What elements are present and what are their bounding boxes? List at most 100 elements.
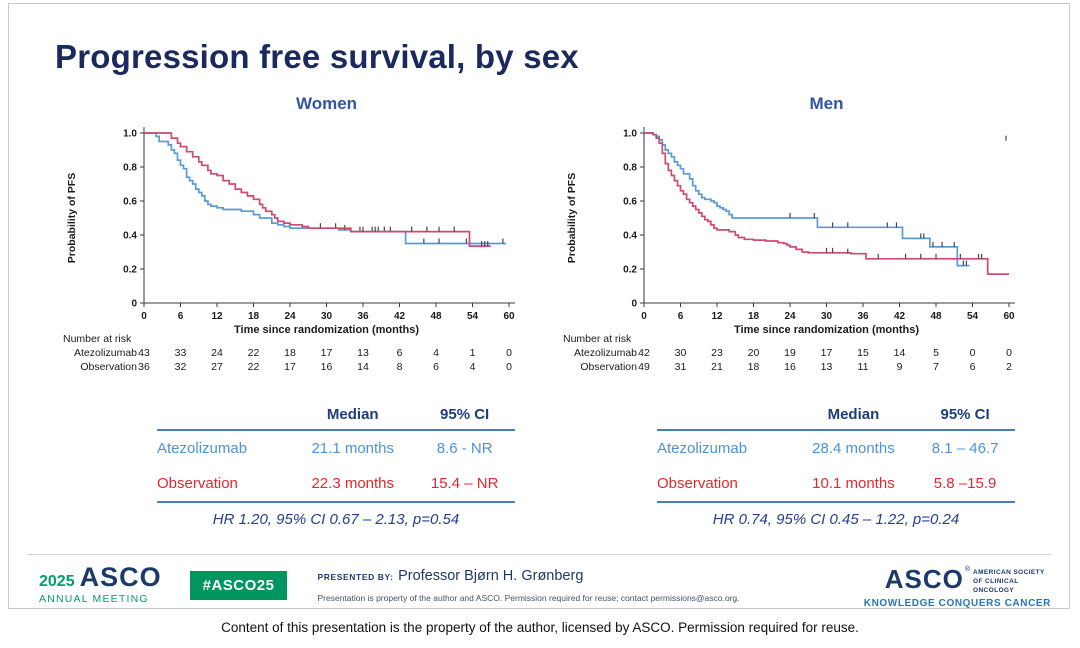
svg-text:42: 42 [894,311,906,322]
svg-text:0: 0 [631,299,637,310]
svg-text:Observation: Observation [580,361,637,373]
asco-society-logo: ASCO ® AMERICAN SOCIETY OF CLINICAL ONCO… [864,566,1051,609]
presented-by-row: PRESENTED BY: Professor Bjørn H. Grønber… [317,567,739,585]
svg-text:30: 30 [321,311,333,322]
svg-text:12: 12 [711,311,723,322]
svg-text:22: 22 [248,347,260,359]
svg-text:Number at risk: Number at risk [563,333,632,345]
svg-text:0.6: 0.6 [623,197,637,208]
svg-text:54: 54 [467,311,479,322]
ci-value: 8.1 – 46.7 [931,440,999,457]
svg-text:15: 15 [857,347,869,359]
registered-mark: ® [964,566,970,573]
svg-text:0: 0 [131,299,137,310]
svg-text:31: 31 [675,361,687,373]
svg-text:2: 2 [1006,361,1012,373]
median-value: 22.3 months [291,466,415,503]
asco-annual-meeting-wordmark: 2025 ASCO [39,564,162,591]
km-chart-men: 1.00.80.60.40.200 6 12 18 24 30 36 42 48 54 60Time… [563,127,1015,373]
svg-text:12: 12 [211,311,223,322]
svg-text:0: 0 [506,361,512,373]
svg-text:7: 7 [933,361,939,373]
treatment-name: Atezolizumab [157,440,248,457]
svg-text:0.8: 0.8 [123,163,137,174]
svg-text:14: 14 [894,347,906,359]
svg-text:0.4: 0.4 [123,231,137,242]
svg-text:14: 14 [357,361,369,373]
svg-text:8: 8 [397,361,403,373]
svg-text:0: 0 [641,311,647,322]
svg-text:0.8: 0.8 [623,163,637,174]
svg-text:6: 6 [970,361,976,373]
svg-text:Atezolizumab: Atezolizumab [74,347,137,359]
svg-text:0.2: 0.2 [123,265,137,276]
footer-divider [27,554,1051,555]
presented-by-label: PRESENTED BY: [317,572,394,582]
svg-text:24: 24 [284,311,296,322]
median-value: 10.1 months [791,466,916,503]
median-value: 28.4 months [812,440,895,457]
svg-text:20: 20 [748,347,760,359]
svg-text:60: 60 [1003,311,1015,322]
svg-text:22: 22 [248,361,260,373]
svg-text:18: 18 [284,347,296,359]
svg-text:42: 42 [638,347,650,359]
svg-text:13: 13 [357,347,369,359]
svg-text:6: 6 [678,311,684,322]
summary-header-row: Median 95% CI [657,404,1015,431]
asco-annual-meeting-logo: 2025 ASCO ANNUAL MEETING [39,564,162,606]
treatment-name: Observation [657,466,792,503]
svg-text:60: 60 [503,311,515,322]
svg-text:1.0: 1.0 [623,129,637,140]
svg-text:16: 16 [321,361,333,373]
svg-text:48: 48 [430,311,442,322]
panel-title-men: Men [809,94,844,113]
svg-text:43: 43 [138,347,150,359]
asco-wordmark: ASCO [79,562,162,592]
svg-text:Number at risk: Number at risk [63,333,132,345]
svg-text:48: 48 [930,311,942,322]
panel-men: Men 1.0 0.8 0.6 0.4 0.2 0 0 6 12 18 24 30 36 42 48 54 60… [559,90,1029,528]
svg-text:Time since randomization (mont: Time since randomization (months) [734,324,919,336]
svg-text:Atezolizumab: Atezolizumab [574,347,637,359]
svg-text:1: 1 [470,347,476,359]
presented-by-block: PRESENTED BY: Professor Bjørn H. Grønber… [317,567,739,603]
svg-text:0: 0 [1006,347,1012,359]
svg-text:18: 18 [748,361,760,373]
page-title: Progression free survival, by sex [55,38,579,75]
svg-text:Observation: Observation [80,361,137,373]
svg-text:6: 6 [433,361,439,373]
svg-text:19: 19 [784,347,796,359]
treatment-name: Observation [157,466,292,503]
ci-header: 95% CI [915,404,1015,431]
svg-text:54: 54 [967,311,979,322]
svg-text:23: 23 [711,347,723,359]
svg-text:27: 27 [211,361,223,373]
summary-corner-cell [157,404,292,431]
meeting-year: 2025 [39,573,75,590]
society-name: AMERICAN SOCIETY OF CLINICAL ONCOLOGY [973,569,1045,594]
svg-text:36: 36 [357,311,369,322]
svg-text:0: 0 [141,311,147,322]
svg-text:16: 16 [784,361,796,373]
hr-annotation-women: HR 1.20, 95% CI 0.67 – 2.13, p=0.54 [212,511,460,528]
panel-women: Women 1.0 0.8 0.6 0.4 0.2 0 0 6 12 18 24 30 36 42 48 54… [59,90,529,528]
asco-wordmark: ASCO [884,564,964,594]
svg-text:18: 18 [248,311,260,322]
slide: Progression free survival, by sex Women … [8,3,1070,609]
median-value: 21.1 months [311,440,395,457]
svg-text:6: 6 [397,347,403,359]
svg-text:0.6: 0.6 [123,197,137,208]
svg-text:Time since randomization (mont: Time since randomization (months) [234,324,419,336]
svg-text:6: 6 [178,311,184,322]
presenter-name: Professor Bjørn H. Grønberg [398,568,584,584]
svg-text:24: 24 [784,311,796,322]
footer: 2025 ASCO ANNUAL MEETING #ASCO25 PRESENT… [39,564,1051,610]
svg-text:36: 36 [857,311,869,322]
svg-text:4: 4 [470,361,476,373]
summary-row-atezolizumab: Atezolizumab 28.4 months 8.1 – 46.7 [657,430,1015,466]
svg-text:17: 17 [284,361,296,373]
svg-text:36: 36 [138,361,150,373]
svg-text:1.0: 1.0 [123,129,137,140]
ci-value: 8.6 - NR [436,440,493,457]
